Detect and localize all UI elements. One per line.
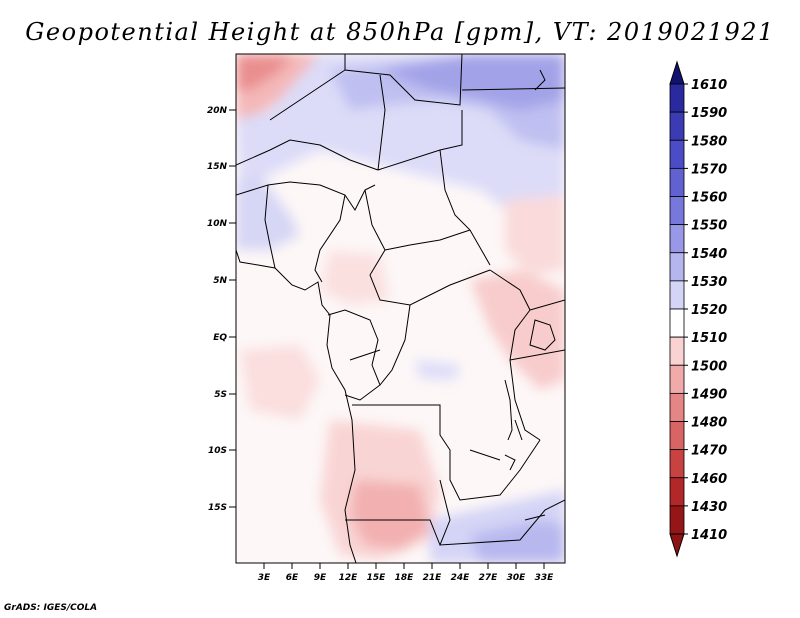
colorbar-segment bbox=[669, 505, 685, 535]
x-axis: 3E 6E 9E 12E 15E 18E 21E 24E 27E 30E 33E bbox=[258, 563, 554, 583]
y-tick-label: 10S bbox=[208, 446, 227, 456]
colorbar-label: 1530 bbox=[691, 275, 727, 290]
colorbar-segment bbox=[669, 477, 685, 507]
chart-title: Geopotential Height at 850hPa [gpm], VT:… bbox=[25, 18, 775, 46]
x-tick-label: 9E bbox=[314, 573, 327, 583]
x-tick-label: 30E bbox=[507, 573, 527, 583]
colorbar-label: 1590 bbox=[691, 106, 727, 121]
y-tick-label: EQ bbox=[213, 333, 227, 343]
colorbar-label: 1570 bbox=[691, 162, 727, 177]
colorbar-segment bbox=[669, 196, 685, 226]
colorbar-segment bbox=[669, 336, 685, 366]
colorbar-label: 1580 bbox=[691, 134, 727, 149]
country-boundaries bbox=[236, 54, 565, 563]
x-tick-label: 15E bbox=[367, 573, 387, 583]
x-tick-label: 33E bbox=[535, 573, 555, 583]
colorbar-label: 1510 bbox=[691, 331, 727, 346]
x-tick-label: 24E bbox=[451, 573, 471, 583]
colorbar-label: 1550 bbox=[691, 219, 727, 234]
colorbar-segment bbox=[669, 421, 685, 451]
colorbar-label: 1430 bbox=[691, 500, 727, 515]
colorbar-label: 1520 bbox=[691, 303, 727, 318]
x-tick-label: 27E bbox=[479, 573, 499, 583]
y-tick-label: 10N bbox=[207, 219, 228, 229]
y-axis: 20N 15N 10N 5N EQ 5S 10S 15S bbox=[207, 106, 236, 513]
x-tick-label: 6E bbox=[286, 573, 299, 583]
colorbar-label: 1480 bbox=[691, 416, 727, 431]
y-tick-label: 5N bbox=[213, 276, 227, 286]
height-field bbox=[236, 54, 565, 563]
colorbar-label: 1460 bbox=[691, 472, 727, 487]
y-tick-label: 20N bbox=[207, 106, 228, 116]
colorbar-label: 1490 bbox=[691, 387, 727, 402]
colorbar-segment bbox=[669, 280, 685, 310]
colorbar: 1610 1590 1580 1570 1560 1550 1540 1530 1520 1510… bbox=[669, 60, 727, 558]
colorbar-bottom-arrow bbox=[669, 533, 685, 558]
colorbar-label: 1540 bbox=[691, 247, 727, 262]
colorbar-segment bbox=[669, 83, 685, 113]
footer-credit: GrADS: IGES/COLA bbox=[4, 603, 98, 613]
colorbar-segment bbox=[669, 167, 685, 197]
x-tick-label: 18E bbox=[395, 573, 415, 583]
map-frame bbox=[235, 53, 566, 564]
y-tick-label: 15S bbox=[208, 503, 227, 513]
colorbar-label: 1410 bbox=[691, 528, 727, 543]
colorbar-segment bbox=[669, 224, 685, 254]
colorbar-label: 1610 bbox=[691, 78, 727, 93]
x-tick-label: 12E bbox=[339, 573, 359, 583]
colorbar-segment bbox=[669, 449, 685, 479]
colorbar-segment bbox=[669, 392, 685, 422]
colorbar-segment bbox=[669, 252, 685, 282]
colorbar-segment bbox=[669, 308, 685, 338]
x-tick-label: 21E bbox=[423, 573, 443, 583]
x-tick-label: 3E bbox=[258, 573, 271, 583]
colorbar-label: 1500 bbox=[691, 359, 727, 374]
colorbar-top-arrow bbox=[669, 60, 685, 85]
colorbar-segment bbox=[669, 139, 685, 169]
y-tick-label: 15N bbox=[207, 162, 228, 172]
y-tick-label: 5S bbox=[214, 390, 227, 400]
colorbar-label: 1470 bbox=[691, 444, 727, 459]
colorbar-segment bbox=[669, 111, 685, 141]
colorbar-label: 1560 bbox=[691, 191, 727, 206]
colorbar-segment bbox=[669, 364, 685, 394]
